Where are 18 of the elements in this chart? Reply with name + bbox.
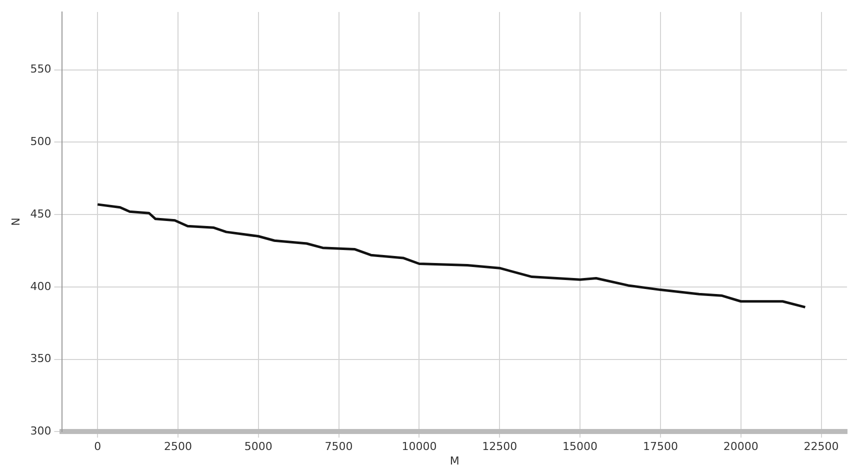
y-tick-label: 550: [30, 62, 52, 76]
y-axis-title: N: [9, 218, 22, 226]
x-tick-label: 7500: [324, 440, 353, 454]
y-tick-label: 300: [30, 424, 52, 438]
y-tick-label: 450: [30, 207, 52, 220]
x-tick-label: 2500: [164, 440, 192, 454]
x-tick-label: 22500: [804, 440, 839, 454]
x-tick-label: 17500: [642, 440, 678, 454]
x-tick-label: 0: [94, 440, 102, 454]
x-tick-label: 12500: [482, 440, 518, 454]
x-axis-title: M: [450, 454, 460, 468]
x-tick-label: 10000: [402, 440, 437, 454]
x-tick-label: 15000: [562, 440, 598, 454]
y-tick-label: 350: [30, 352, 52, 366]
x-tick-label: 20000: [723, 440, 758, 454]
x-tick-label: 5000: [244, 440, 272, 454]
y-tick-label: 500: [30, 135, 52, 148]
y-tick-label: 400: [30, 280, 52, 293]
